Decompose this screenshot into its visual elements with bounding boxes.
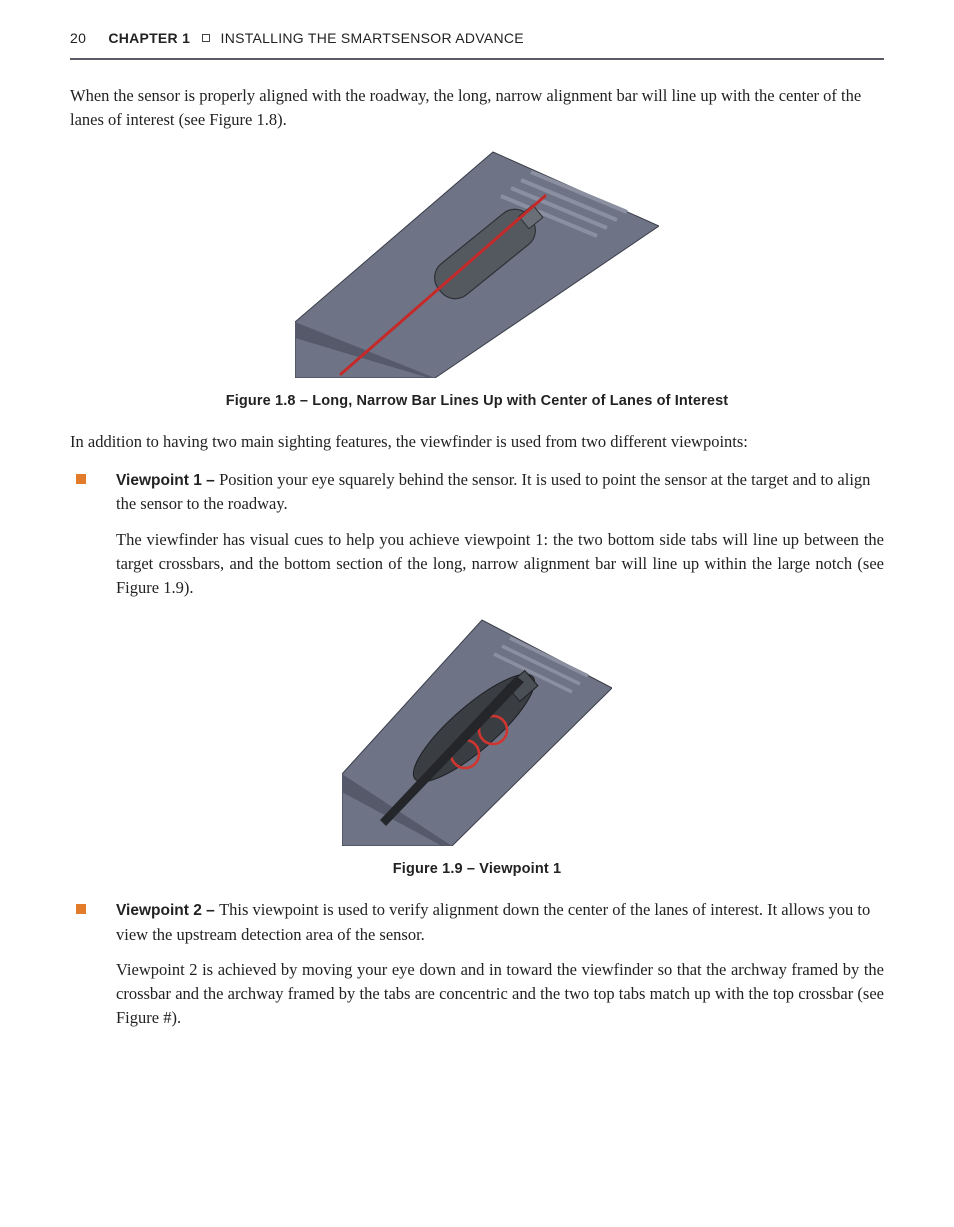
chapter-title: INSTALLING THE SMARTSENSOR ADVANCE <box>221 30 524 46</box>
viewpoint-1-label: Viewpoint 1 – <box>116 472 219 489</box>
square-separator-icon <box>202 34 210 42</box>
viewpoint-list-2: Viewpoint 2 – This viewpoint is used to … <box>70 898 884 1030</box>
figure-1-9: Figure 1.9 – Viewpoint 1 <box>70 614 884 880</box>
viewpoint-2-label: Viewpoint 2 – <box>116 902 219 919</box>
page: 20 CHAPTER 1 INSTALLING THE SMARTSENSOR … <box>0 0 954 1082</box>
page-number: 20 <box>70 28 86 48</box>
figure-1-9-caption: Figure 1.9 – Viewpoint 1 <box>70 859 884 880</box>
para-two: In addition to having two main sighting … <box>70 430 884 454</box>
chapter-label: CHAPTER 1 <box>108 30 190 46</box>
intro-paragraph: When the sensor is properly aligned with… <box>70 84 884 132</box>
figure-1-8-image <box>295 146 659 378</box>
viewpoint-2-text1: This viewpoint is used to verify alignme… <box>116 900 870 943</box>
running-head: 20 CHAPTER 1 INSTALLING THE SMARTSENSOR … <box>70 28 884 58</box>
viewpoint-1-p1: Viewpoint 1 – Position your eye squarely… <box>116 468 884 516</box>
header-rule <box>70 58 884 60</box>
figure-1-9-image <box>342 614 612 846</box>
viewpoint-1-item: Viewpoint 1 – Position your eye squarely… <box>70 468 884 600</box>
viewpoint-list: Viewpoint 1 – Position your eye squarely… <box>70 468 884 600</box>
viewpoint-1-text1: Position your eye squarely behind the se… <box>116 470 870 513</box>
figure-1-8-caption: Figure 1.8 – Long, Narrow Bar Lines Up w… <box>70 391 884 412</box>
viewpoint-1-p2: The viewfinder has visual cues to help y… <box>116 528 884 600</box>
viewpoint-2-p2: Viewpoint 2 is achieved by moving your e… <box>116 958 884 1030</box>
viewpoint-2-p1: Viewpoint 2 – This viewpoint is used to … <box>116 898 884 946</box>
figure-1-8: Figure 1.8 – Long, Narrow Bar Lines Up w… <box>70 146 884 412</box>
viewpoint-2-item: Viewpoint 2 – This viewpoint is used to … <box>70 898 884 1030</box>
